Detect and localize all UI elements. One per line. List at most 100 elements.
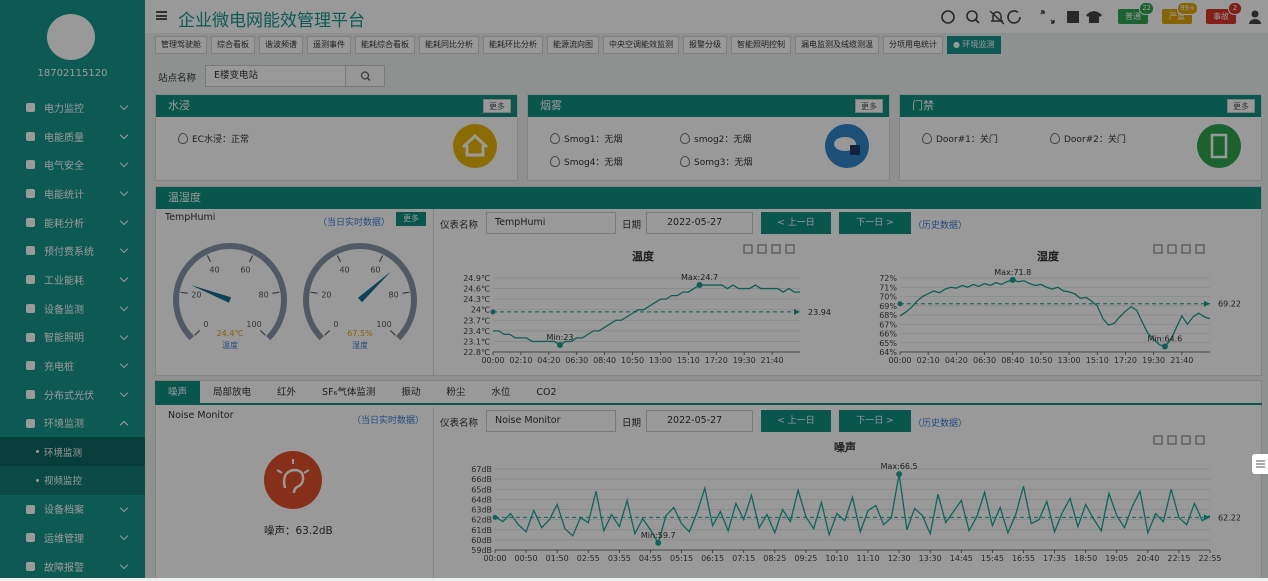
history-link[interactable]: （历史数据）: [913, 221, 968, 231]
tab[interactable]: 谐波频谱: [259, 36, 303, 54]
side-tool-button[interactable]: [1252, 454, 1268, 474]
sensor-tab[interactable]: 水位: [491, 387, 511, 398]
chart-tool: [1181, 435, 1191, 445]
menu-item[interactable]: 故障报警: [0, 552, 145, 581]
menu-item[interactable]: 充电桩: [0, 351, 145, 380]
x-tick-label: 02:10: [917, 356, 940, 365]
menu-item[interactable]: 分布式光伏: [0, 380, 145, 409]
sensor-tab[interactable]: 振动: [401, 387, 421, 398]
user-icon[interactable]: [1247, 9, 1263, 25]
x-tick-label: 22:55: [1198, 554, 1221, 563]
alarm-badge[interactable]: 事故 2: [1206, 2, 1242, 24]
tab[interactable]: 中央空调能效监测: [603, 36, 679, 54]
x-tick-label: 17:20: [1114, 356, 1137, 365]
tab[interactable]: 智能照明控制: [731, 36, 791, 54]
top-bar: 企业微电网能效管理平台 普通 22 严重 99+ 事故 2: [145, 0, 1268, 33]
tab[interactable]: 漏电监测及绒缆测温: [795, 36, 879, 54]
x-tick-label: 19:30: [1142, 356, 1165, 365]
meter-select[interactable]: TempHumi: [486, 212, 616, 234]
menu-item[interactable]: 电气安全: [0, 150, 145, 179]
tab[interactable]: 能耗综合看板: [355, 36, 415, 54]
chart-title: 温度: [632, 249, 655, 263]
prev-day-button[interactable]: < 上一日: [761, 410, 831, 432]
tab[interactable]: 能源流向图: [547, 36, 599, 54]
tab[interactable]: 管理驾驶舱: [155, 36, 207, 54]
panel-title: 水浸: [168, 99, 190, 112]
tab[interactable]: 能耗同比分析: [419, 36, 479, 54]
alarm-badge[interactable]: 严重 99+: [1162, 2, 1198, 24]
menu-item[interactable]: 电力监控: [0, 93, 145, 122]
gauge-ring: [173, 243, 287, 341]
panel-header: 门禁 更多: [900, 95, 1261, 117]
tab[interactable]: 遥测事件: [307, 36, 351, 54]
sidebar: 18702115120 电力监控 电能质量 电气安全 电能统计 能耗分析 预付费系统 工业能…: [0, 0, 145, 578]
x-tick-label: 19:30: [733, 356, 756, 365]
submenu-item[interactable]: 视频监控: [0, 465, 145, 495]
x-tick-label: 21:40: [1170, 356, 1193, 365]
more-button[interactable]: 更多: [1227, 99, 1255, 113]
submenu-item[interactable]: 环境监测: [0, 437, 145, 466]
next-day-button[interactable]: 下一日 >: [839, 212, 911, 234]
x-tick-label: 21:40: [761, 356, 784, 365]
x-tick-label: 01:50: [546, 554, 569, 563]
y-tick-label: 23.4℃: [463, 327, 490, 336]
more-button[interactable]: 更多: [855, 99, 883, 113]
sensor-tab[interactable]: 粉尘: [446, 387, 466, 398]
chart-title: 湿度: [1037, 249, 1060, 263]
sensor-tab[interactable]: 红外: [277, 387, 297, 398]
date-input[interactable]: 2022-05-27: [646, 212, 753, 234]
sensor-tab[interactable]: 局部放电: [213, 387, 252, 398]
menu-item[interactable]: 电能质量: [0, 122, 145, 151]
panel-title: 烟雾: [540, 99, 562, 112]
menu-item[interactable]: 环境监测: [0, 409, 145, 438]
toolbar-icons: [941, 10, 1102, 25]
gauge-value: 67.5%: [347, 329, 373, 338]
x-tick-label: 00:00: [481, 356, 504, 365]
user-name: 18702115120: [37, 68, 108, 79]
tab[interactable]: 能耗环比分析: [483, 36, 543, 54]
menu-item[interactable]: 运维管理: [0, 523, 145, 552]
search-button[interactable]: [345, 65, 385, 87]
sensor-tab[interactable]: CO2: [536, 387, 557, 398]
menu-item[interactable]: 工业能耗: [0, 265, 145, 294]
menu-item[interactable]: 预付费系统: [0, 236, 145, 265]
menu-toggle[interactable]: [156, 11, 167, 20]
menu-item[interactable]: 电能统计: [0, 179, 145, 208]
water-panel: 水浸 更多 EC水浸：正常: [155, 94, 518, 181]
x-tick-label: 09:25: [794, 554, 817, 563]
min-label: Min:59.7: [641, 531, 676, 540]
menu-item[interactable]: 设备监测: [0, 294, 145, 323]
realtime-link[interactable]: （当日实时数据）: [352, 416, 425, 426]
date-input[interactable]: 2022-05-27: [646, 410, 753, 432]
y-tick-label: 64%: [879, 348, 897, 357]
tab[interactable]: 环境监测: [947, 36, 1001, 54]
y-tick-label: 71%: [879, 283, 897, 292]
x-tick-label: 17:35: [1043, 554, 1066, 563]
alarm-badge[interactable]: 普通 22: [1118, 2, 1154, 24]
badge-count: 22: [1139, 2, 1154, 15]
gauge-tick-label: 0: [203, 320, 208, 329]
more-button[interactable]: 更多: [483, 99, 511, 113]
gauge-tick-label: 60: [240, 266, 250, 275]
sensor-tab[interactable]: 噪声: [155, 381, 201, 403]
date-label: 日期: [622, 418, 642, 429]
app-title: 企业微电网能效管理平台: [178, 11, 365, 31]
more-button[interactable]: 更多: [396, 212, 426, 226]
chart-tool: [743, 244, 753, 254]
next-day-button[interactable]: 下一日 >: [839, 410, 911, 432]
tab[interactable]: 综合看板: [211, 36, 255, 54]
history-link[interactable]: （历史数据）: [913, 419, 968, 429]
prev-day-button[interactable]: < 上一日: [761, 212, 831, 234]
menu-item[interactable]: 能耗分析: [0, 208, 145, 237]
tab[interactable]: 报警分级: [683, 36, 727, 54]
gauge-value: 24.4℃: [217, 329, 244, 338]
menu-item[interactable]: 智能照明: [0, 323, 145, 352]
menu-item[interactable]: 设备档案: [0, 495, 145, 524]
water-icon: [453, 124, 497, 168]
realtime-link[interactable]: （当日实时数据）: [318, 218, 391, 228]
average-arrow: [1204, 300, 1210, 307]
sensor-tab[interactable]: SF₆气体监测: [322, 387, 376, 398]
x-tick-label: 13:30: [919, 554, 942, 563]
tab[interactable]: 分项用电统计: [883, 36, 943, 54]
meter-select[interactable]: Noise Monitor: [486, 410, 616, 432]
